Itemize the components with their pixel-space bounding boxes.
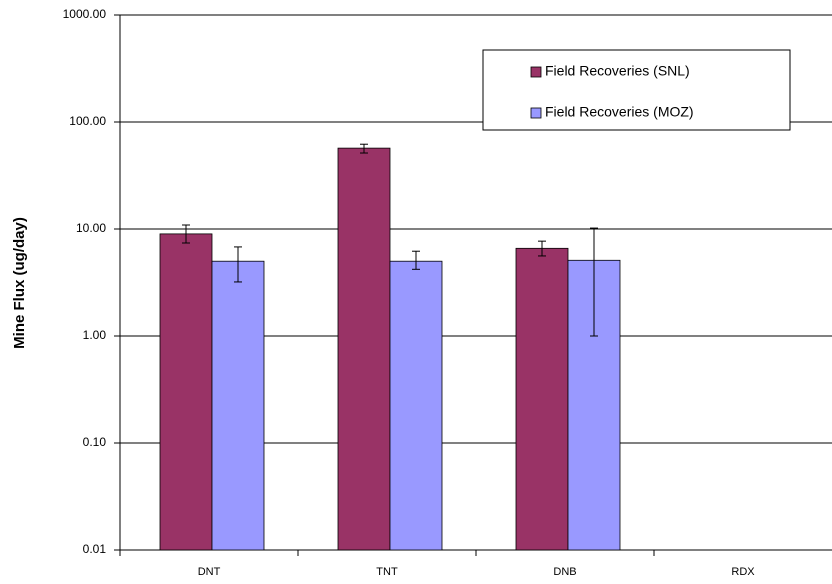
y-tick-label: 0.10: [83, 435, 107, 449]
y-tick-label: 0.01: [83, 542, 107, 556]
bar: [159, 233, 213, 551]
y-tick-label: 10.00: [76, 221, 106, 235]
x-tick-label: TNT: [376, 566, 398, 578]
legend-label: Field Recoveries (SNL): [545, 63, 690, 79]
x-tick-label: DNT: [198, 566, 221, 578]
legend-label: Field Recoveries (MOZ): [545, 104, 694, 120]
x-tick-label: RDX: [731, 566, 755, 578]
bar: [211, 260, 265, 551]
bar: [337, 147, 391, 551]
y-tick-label: 100.00: [69, 114, 106, 128]
y-tick-label: 1.00: [83, 328, 107, 342]
bar: [567, 259, 621, 551]
x-tick-label: DNB: [553, 566, 576, 578]
y-tick-label: 1000.00: [63, 7, 107, 21]
bar: [515, 247, 569, 551]
bar: [389, 260, 443, 551]
y-axis-label: Mine Flux (ug/day): [11, 217, 28, 349]
legend-swatch: [530, 66, 542, 78]
legend-swatch: [530, 107, 542, 119]
